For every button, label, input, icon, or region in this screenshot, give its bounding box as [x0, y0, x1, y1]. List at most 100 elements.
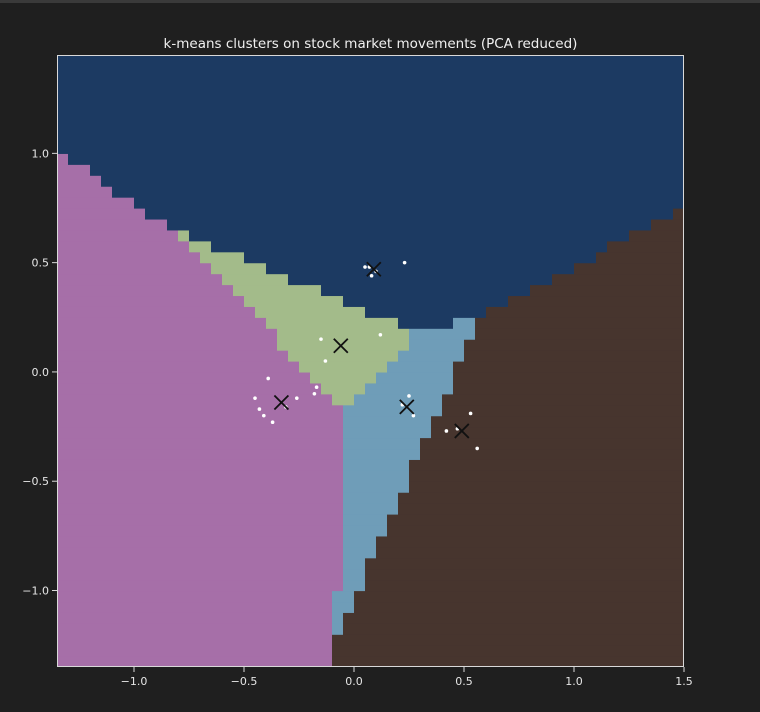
region-cell-cluster-1 [233, 339, 245, 351]
region-cell-cluster-4 [607, 503, 619, 515]
region-cell-cluster-1 [101, 371, 113, 384]
region-cell-cluster-1 [200, 371, 212, 384]
region-cell-cluster-4 [398, 579, 410, 592]
region-cell-cluster-0 [145, 98, 157, 111]
region-cell-cluster-4 [574, 634, 586, 646]
region-cell-cluster-1 [79, 328, 91, 340]
region-cell-cluster-1 [90, 514, 102, 526]
region-cell-cluster-4 [497, 448, 509, 460]
region-cell-cluster-1 [299, 590, 311, 603]
region-cell-cluster-0 [486, 218, 498, 231]
region-cell-cluster-0 [552, 76, 564, 89]
region-cell-cluster-0 [497, 164, 509, 176]
region-cell-cluster-1 [310, 448, 322, 460]
region-cell-cluster-1 [277, 415, 289, 428]
region-cell-cluster-1 [233, 295, 245, 307]
region-cell-cluster-0 [464, 55, 476, 67]
region-cell-cluster-1 [167, 229, 179, 242]
region-cell-cluster-3 [354, 437, 366, 450]
region-cell-cluster-0 [365, 197, 377, 209]
region-cell-cluster-1 [101, 579, 113, 592]
region-cell-cluster-1 [189, 514, 201, 526]
region-cell-cluster-0 [442, 229, 454, 242]
region-cell-cluster-0 [453, 273, 465, 286]
region-cell-cluster-0 [255, 251, 267, 264]
region-cell-cluster-4 [442, 634, 454, 646]
region-cell-cluster-4 [640, 284, 652, 297]
region-cell-cluster-4 [409, 634, 421, 646]
region-cell-cluster-0 [618, 208, 630, 220]
region-cell-cluster-0 [145, 131, 157, 144]
region-cell-cluster-0 [497, 197, 509, 209]
region-cell-cluster-1 [79, 262, 91, 275]
region-cell-cluster-0 [475, 87, 487, 100]
region-cell-cluster-1 [90, 273, 102, 286]
region-cell-cluster-0 [497, 175, 509, 187]
region-cell-cluster-0 [222, 197, 234, 209]
region-cell-cluster-1 [244, 382, 256, 395]
region-cell-cluster-4 [563, 557, 575, 570]
region-cell-cluster-0 [189, 120, 201, 133]
region-cell-cluster-1 [189, 612, 201, 624]
region-cell-cluster-1 [255, 535, 267, 548]
region-cell-cluster-0 [431, 186, 443, 198]
region-cell-cluster-0 [310, 262, 322, 275]
data-point [262, 413, 266, 418]
region-cell-cluster-1 [79, 546, 91, 559]
region-cell-cluster-3 [365, 503, 377, 515]
region-cell-cluster-0 [398, 186, 410, 198]
region-cell-cluster-4 [629, 492, 641, 504]
region-cell-cluster-4 [585, 459, 597, 471]
region-cell-cluster-0 [431, 120, 443, 133]
region-cell-cluster-0 [123, 65, 135, 78]
region-cell-cluster-0 [365, 273, 377, 286]
region-cell-cluster-1 [123, 404, 135, 417]
region-cell-cluster-1 [156, 601, 168, 613]
region-cell-cluster-0 [288, 262, 300, 275]
region-cell-cluster-4 [618, 306, 630, 318]
region-cell-cluster-3 [376, 371, 388, 384]
region-cell-cluster-0 [156, 197, 168, 209]
region-cell-cluster-1 [244, 470, 256, 482]
region-cell-cluster-1 [277, 382, 289, 395]
region-cell-cluster-4 [464, 590, 476, 603]
region-cell-cluster-3 [387, 448, 399, 460]
region-cell-cluster-4 [541, 470, 553, 482]
region-cell-cluster-0 [552, 109, 564, 122]
region-cell-cluster-4 [530, 371, 542, 384]
region-cell-cluster-4 [464, 623, 476, 635]
region-cell-cluster-0 [266, 218, 278, 231]
region-cell-cluster-1 [167, 623, 179, 635]
region-cell-cluster-4 [651, 634, 663, 646]
region-cell-cluster-0 [277, 131, 289, 144]
region-cell-cluster-3 [398, 459, 410, 471]
region-cell-cluster-0 [464, 142, 476, 154]
region-cell-cluster-1 [90, 426, 102, 439]
region-cell-cluster-0 [79, 65, 91, 78]
region-cell-cluster-1 [189, 503, 201, 515]
region-cell-cluster-0 [376, 142, 388, 154]
region-cell-cluster-4 [442, 612, 454, 624]
region-cell-cluster-4 [662, 645, 674, 657]
region-cell-cluster-0 [189, 76, 201, 89]
region-cell-cluster-0 [486, 186, 498, 198]
region-cell-cluster-4 [475, 382, 487, 395]
y-axis: −1.0−0.50.00.51.0 [22, 147, 57, 598]
region-cell-cluster-1 [112, 557, 124, 570]
region-cell-cluster-0 [332, 262, 344, 275]
region-cell-cluster-0 [299, 87, 311, 100]
region-cell-cluster-0 [574, 120, 586, 133]
region-cell-cluster-1 [134, 623, 146, 635]
region-cell-cluster-0 [233, 120, 245, 133]
region-cell-cluster-4 [497, 557, 509, 570]
region-cell-cluster-0 [101, 76, 113, 89]
region-cell-cluster-4 [563, 459, 575, 471]
region-cell-cluster-4 [596, 459, 608, 471]
region-cell-cluster-0 [222, 164, 234, 176]
region-cell-cluster-0 [321, 186, 333, 198]
region-cell-cluster-2 [222, 273, 234, 286]
region-cell-cluster-4 [475, 492, 487, 504]
region-cell-cluster-0 [222, 175, 234, 187]
region-cell-cluster-0 [629, 55, 641, 67]
region-cell-cluster-4 [640, 557, 652, 570]
